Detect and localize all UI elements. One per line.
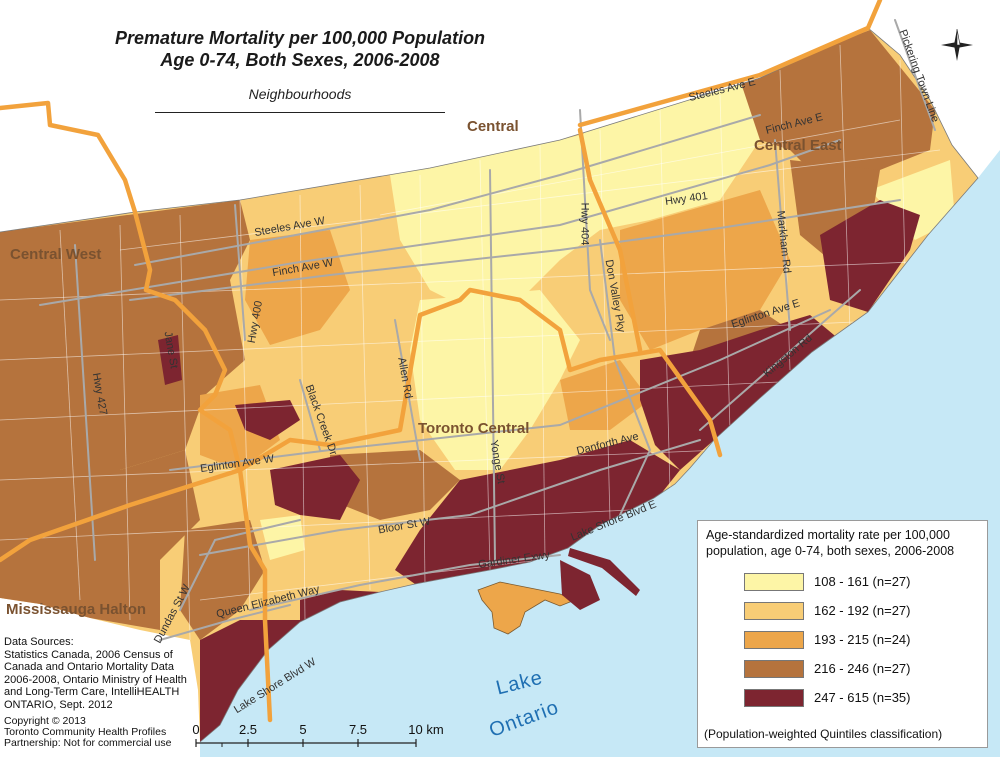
legend-label: 108 - 161 (n=27) [814,574,911,589]
legend-note: (Population-weighted Quintiles classific… [704,727,943,741]
sources-line: Data Sources: [4,636,74,648]
area-q5-scarborough-bluffs [820,200,920,312]
region-label-central: Central [467,118,519,135]
data-sources: Data Sources: Statistics Canada, 2006 Ce… [4,636,189,711]
road-hwy427 [74,244,96,561]
map-subtitle: Neighbourhoods [155,86,445,113]
sources-line: 2006-2008, Ontario Ministry of Health [4,673,187,686]
map-title-line2: Age 0-74, Both Sexes, 2006-2008 [160,50,440,70]
area-q5-lakeshore-west [200,620,300,742]
legend-label: 162 - 192 (n=27) [814,603,911,618]
legend-label: 193 - 215 (n=24) [814,632,911,647]
road-eglinton [169,309,831,471]
road-qew [159,604,291,641]
road-markham [774,139,791,331]
boundary-toronto-central-north [237,287,723,473]
boundary-etobicoke-south [237,467,273,723]
area-q3-east-york [560,360,650,430]
road-kingston [699,289,861,431]
sources-line: ONTARIO, Sept. 2012 [4,698,113,711]
area-q5-east-shore [640,315,840,470]
legend-swatch [744,602,804,620]
area-q1-central [410,290,580,470]
area-q5-weston-mount-dennis [270,455,360,520]
road-dundas [179,519,301,611]
scale-label: 10 km [408,722,444,737]
copyright-line: Partnership: Not for commercial use [4,737,172,749]
legend-label: 216 - 246 (n=27) [814,661,911,676]
road-pickering [894,19,936,131]
region-label-toronto-central: Toronto Central [418,420,530,437]
copyright-line: Toronto Community Health Profiles [4,726,167,738]
road-gardiner [249,554,561,611]
legend-swatch [744,689,804,707]
area-q4-west-south [0,450,200,630]
copyright-notice: Copyright © 2013 Toronto Community Healt… [4,716,189,749]
legend-label: 247 - 615 (n=35) [814,690,911,705]
copyright-line: Copyright © 2013 [4,715,86,727]
road-hwy404 [579,109,611,341]
scale-bar: 0 2.5 5 7.5 10 km [190,722,444,752]
legend-box: Age-standardized mortality rate per 100,… [697,520,988,748]
road-hwy401 [129,199,901,301]
area-q4-northeast [740,30,935,180]
map-title-line1: Premature Mortality per 100,000 Populati… [114,28,486,48]
toronto-islands [477,581,577,635]
road-label-hwy404: Hwy 404 [578,202,591,246]
sources-line: and Long-Term Care, IntelliHEALTH [4,686,180,698]
area-q1-north-york [390,130,600,310]
scale-ruler [195,739,417,747]
boundary-central-east [577,0,883,353]
sources-line: Statistics Canada, 2006 Census of [4,648,173,661]
north-arrow-icon [941,28,973,61]
road-blackcreek [299,379,321,451]
scale-label: 2.5 [238,722,258,737]
legend-title: Age-standardized mortality rate per 100,… [706,528,955,558]
road-network [39,19,936,641]
region-label-central-west: Central West [10,246,102,263]
legend-swatch [744,631,804,649]
road-finch [39,139,841,306]
road-dvp [599,239,652,516]
legend-swatch [744,573,804,591]
region-label-central-east: Central East [754,137,842,154]
sources-line: Canada and Ontario Mortality Data [4,661,174,673]
area-q5-rockcliffe [235,400,300,440]
area-q4-midtown [330,450,460,520]
boundary-central-west-north [0,100,228,398]
scale-label: 7.5 [348,722,368,737]
road-hwy400 [234,204,246,341]
scale-label: 0 [192,722,200,737]
legend-swatch [744,660,804,678]
leslie-spit [568,548,640,596]
road-yonge [489,169,496,561]
area-q5-cliffside [300,590,380,622]
road-bloor [199,439,701,556]
port-lands [560,560,600,610]
road-steeles [134,114,761,266]
area-q1-east-corner [870,160,955,240]
lhin-boundaries [0,0,883,723]
area-q4-etobicoke-central [180,520,265,640]
scale-label: 5 [299,722,307,737]
region-label-mississauga-halton: Mississauga Halton [6,601,147,618]
area-q5-jane-finch [158,335,182,385]
area-q3-scarborough [620,190,790,350]
